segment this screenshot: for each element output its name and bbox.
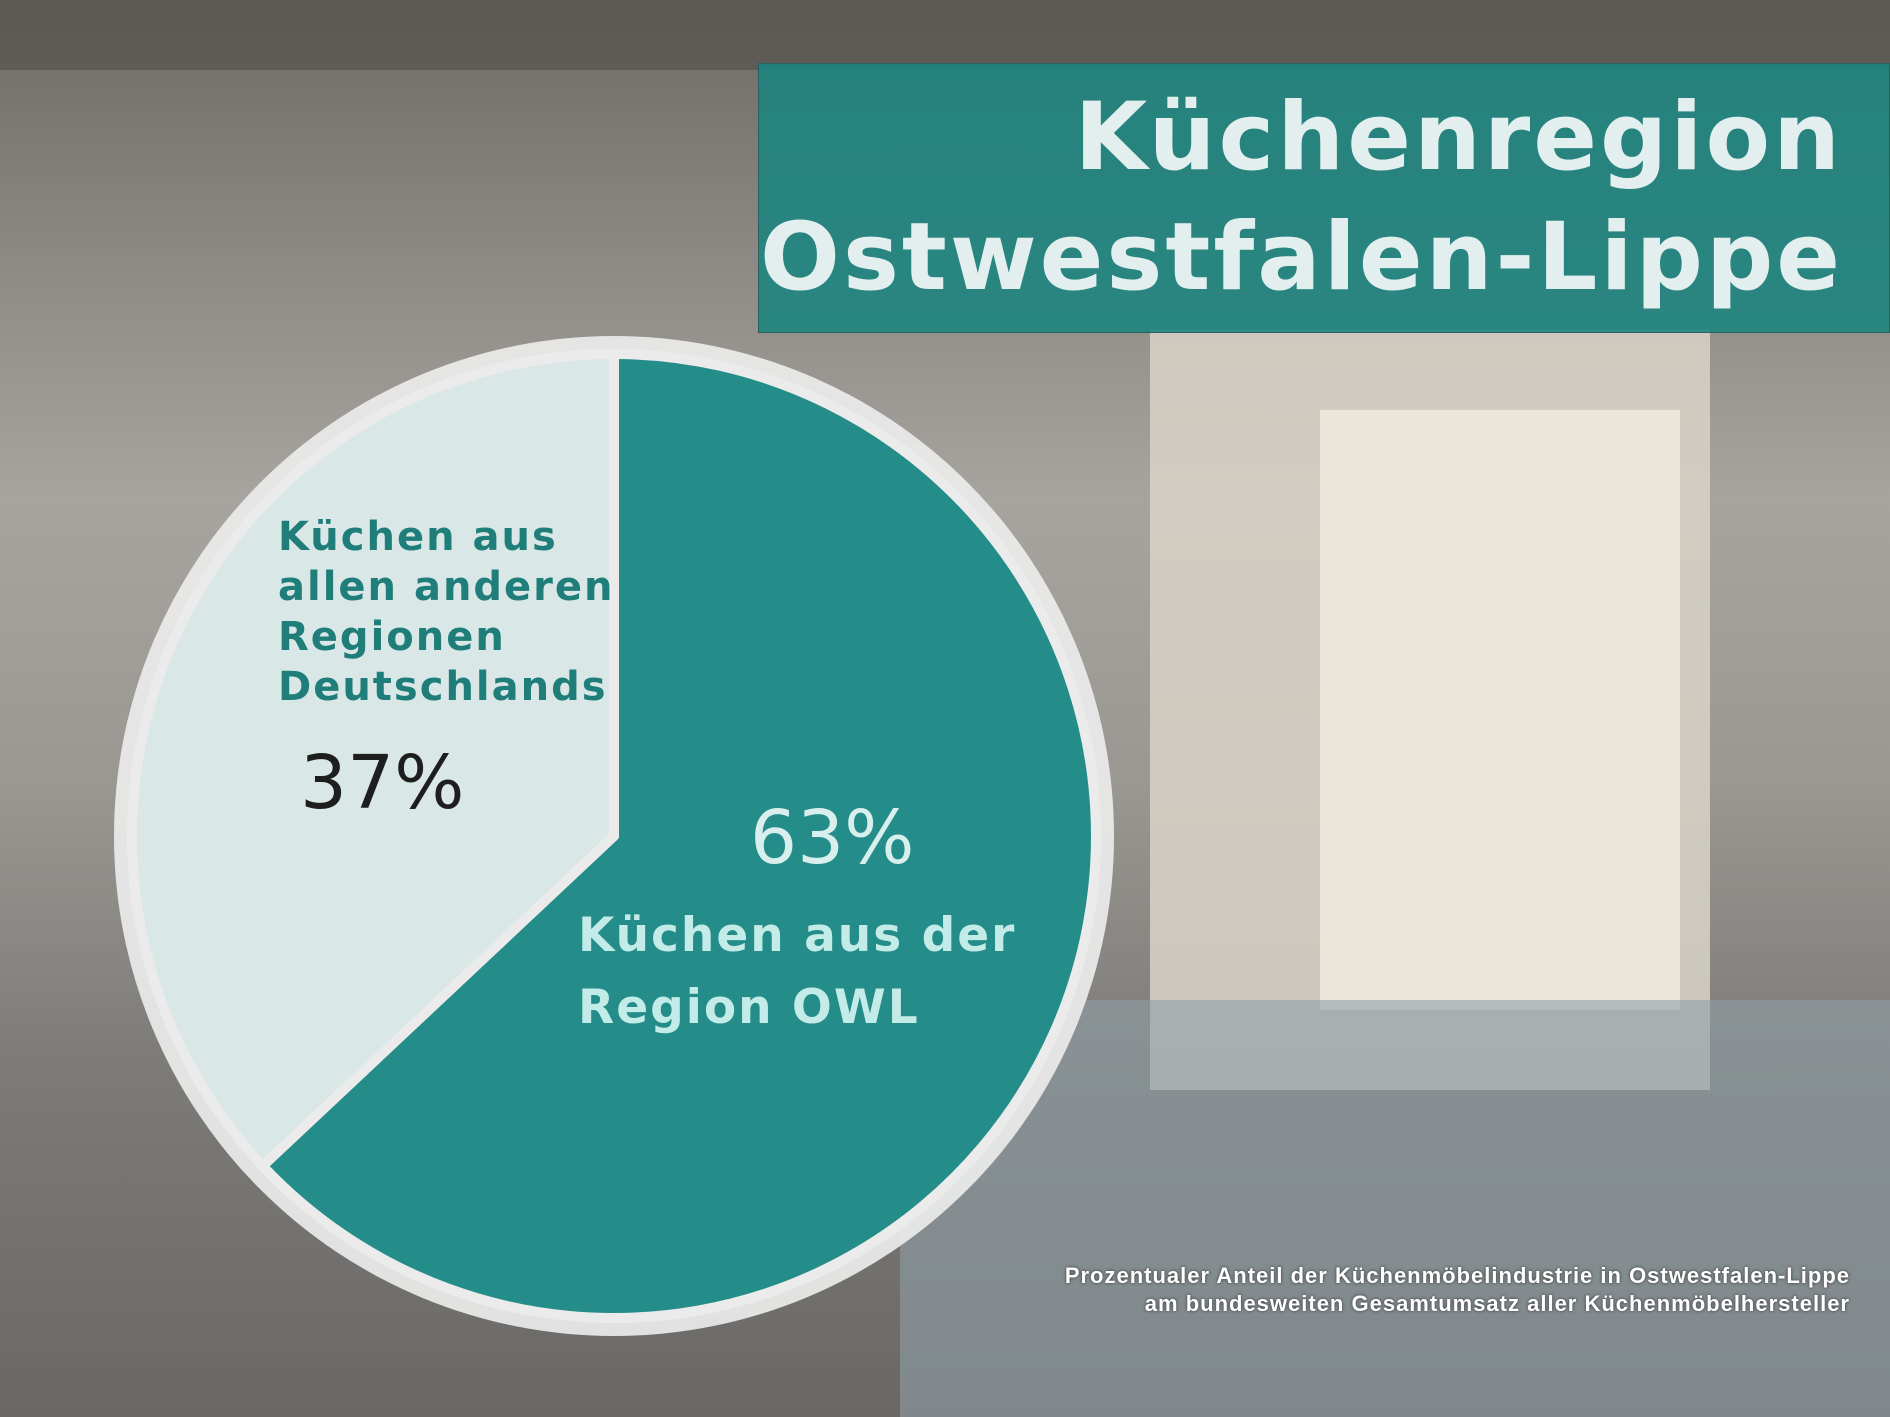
background-ceiling: [0, 0, 1890, 70]
category-label: Küchen aus der Region OWL: [578, 908, 1017, 1035]
caption: Prozentualer Anteil der Küchenmöbelindus…: [1065, 1262, 1850, 1318]
title-box: Küchenregion Ostwestfalen-Lippe: [758, 63, 1890, 333]
value-label: 63%: [750, 795, 915, 881]
caption-line: Prozentualer Anteil der Küchenmöbelindus…: [1064, 1263, 1850, 1288]
title-line: Ostwestfalen-Lippe: [760, 203, 1843, 312]
category-label: Küchen aus allen anderen Regionen Deutsc…: [278, 514, 615, 710]
value-label: 37%: [300, 740, 465, 826]
background-cabinet-inside: [1320, 410, 1680, 1010]
pie-slice: [257, 349, 1101, 1323]
title-line: Küchenregion: [1074, 83, 1843, 192]
pie-slice: [127, 349, 619, 1171]
caption-line: am bundesweiten Gesamtumsatz aller Küche…: [1144, 1291, 1850, 1316]
background-table: [900, 1000, 1890, 1417]
